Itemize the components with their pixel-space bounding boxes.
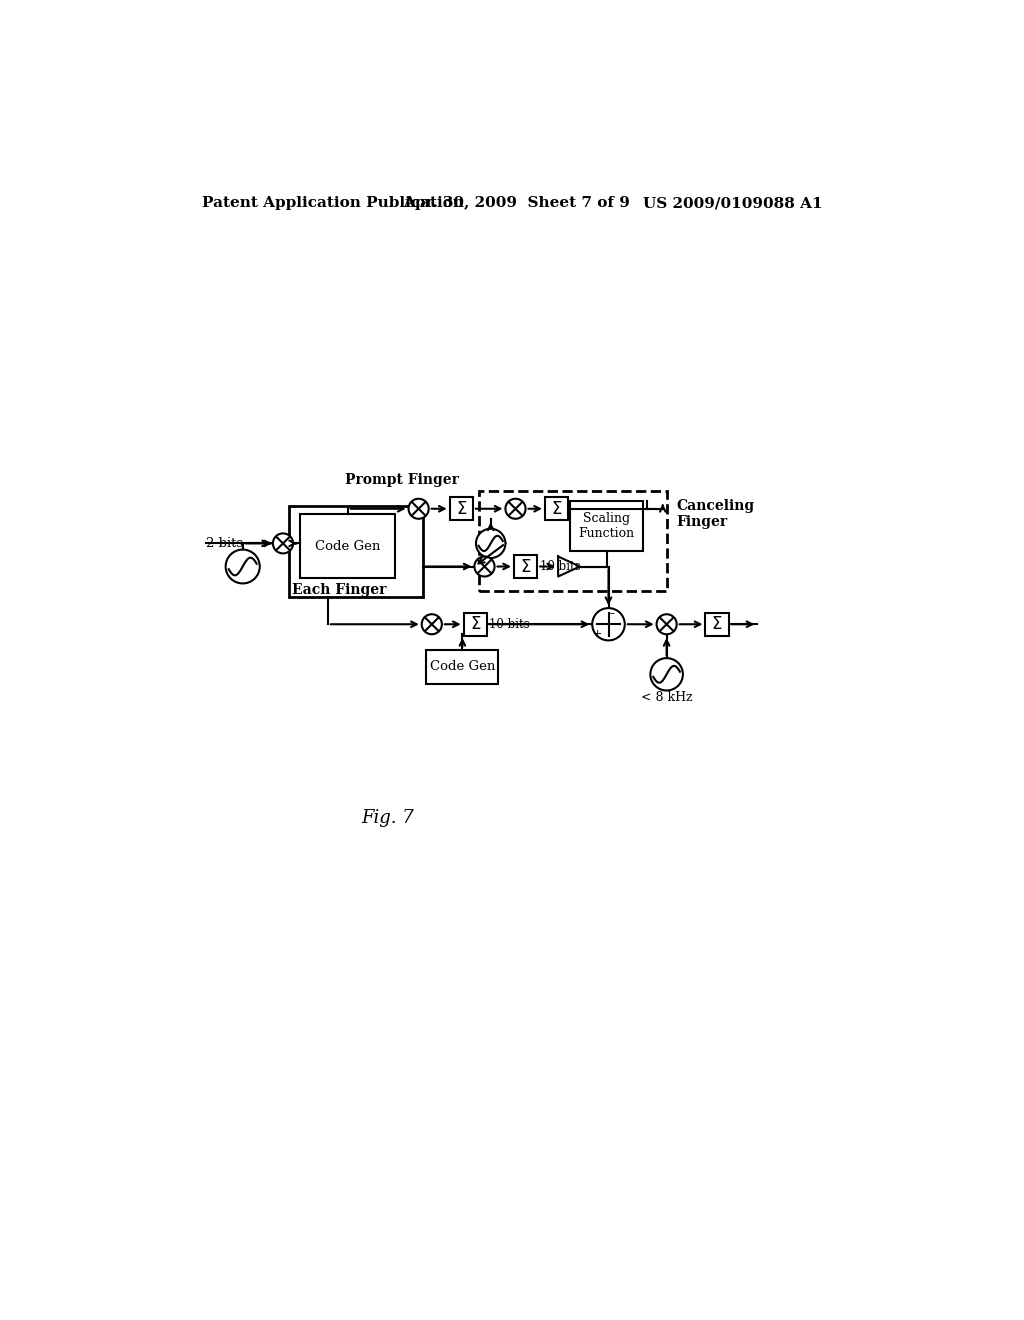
Bar: [545, 498, 568, 520]
Circle shape: [474, 557, 495, 577]
Bar: [450, 498, 473, 520]
Text: $\Sigma$: $\Sigma$: [520, 557, 531, 576]
Text: Code Gen: Code Gen: [430, 660, 495, 673]
Circle shape: [409, 499, 429, 519]
Bar: [426, 649, 499, 684]
Circle shape: [422, 614, 442, 635]
Bar: [289, 507, 423, 598]
Text: 10 bits: 10 bits: [489, 618, 529, 631]
Bar: [464, 612, 486, 636]
Circle shape: [506, 499, 525, 519]
Text: Each Finger: Each Finger: [292, 582, 387, 597]
Text: Code Gen: Code Gen: [315, 540, 380, 553]
Circle shape: [592, 609, 625, 640]
Circle shape: [273, 533, 293, 553]
Text: Fig. 7: Fig. 7: [361, 809, 414, 826]
Text: US 2009/0109088 A1: US 2009/0109088 A1: [643, 197, 823, 210]
Text: $\Sigma$: $\Sigma$: [712, 615, 723, 634]
Text: < 8 kHz: < 8 kHz: [641, 690, 692, 704]
Text: 10 bits: 10 bits: [540, 560, 581, 573]
Text: Scaling
Function: Scaling Function: [579, 512, 635, 540]
Text: $\Sigma$: $\Sigma$: [456, 500, 467, 517]
Text: Patent Application Publication: Patent Application Publication: [202, 197, 464, 210]
Text: Prompt Finger: Prompt Finger: [345, 474, 459, 487]
Circle shape: [656, 614, 677, 635]
Text: $\Sigma$: $\Sigma$: [470, 615, 481, 634]
Text: 2 bits: 2 bits: [206, 537, 243, 550]
Bar: [706, 612, 729, 636]
Circle shape: [476, 529, 506, 558]
Circle shape: [225, 549, 260, 583]
Text: Canceling
Finger: Canceling Finger: [677, 499, 755, 529]
Circle shape: [650, 659, 683, 690]
Bar: [569, 502, 643, 552]
Bar: [300, 515, 395, 578]
Text: Apr. 30, 2009  Sheet 7 of 9: Apr. 30, 2009 Sheet 7 of 9: [403, 197, 630, 210]
Text: $\Sigma$: $\Sigma$: [551, 500, 562, 517]
Bar: [514, 554, 538, 578]
Text: –: –: [608, 607, 614, 620]
Text: +: +: [593, 630, 602, 639]
Polygon shape: [558, 557, 580, 577]
Bar: [479, 491, 667, 591]
